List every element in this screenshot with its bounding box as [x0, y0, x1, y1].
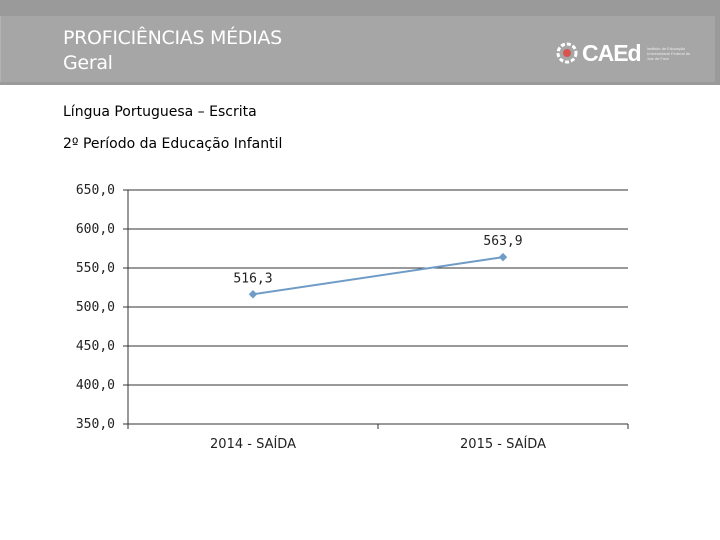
- period-label: 2º Período da Educação Infantil: [63, 136, 283, 152]
- header-bar: PROFICIÊNCIAS MÉDIAS Geral CAEd Institut…: [0, 0, 720, 85]
- logo-text: CAEd: [582, 39, 642, 66]
- y-tick-label-350: 350,0: [76, 417, 115, 432]
- y-tick-label-450: 450,0: [76, 339, 115, 354]
- series-line-0: [252, 256, 504, 296]
- y-tick-label-550: 550,0: [76, 261, 115, 276]
- data-label-1: 563,9: [483, 234, 522, 249]
- data-point-1: [498, 252, 508, 262]
- subject-label: Língua Portuguesa – Escrita: [63, 104, 257, 120]
- logo-institution: Instituto de Educação Universidade Feder…: [646, 45, 691, 61]
- header-panel: [0, 16, 715, 82]
- title-line-2: Geral: [63, 52, 113, 74]
- page-title: PROFICIÊNCIAS MÉDIAS Geral: [63, 26, 282, 76]
- caed-logo-icon: [556, 42, 578, 64]
- y-tick-label-650: 650,0: [76, 183, 115, 198]
- x-category-label-1: 2015 - SAÍDA: [460, 436, 546, 452]
- x-category-label-0: 2014 - SAÍDA: [210, 436, 296, 452]
- y-tick-label-400: 400,0: [76, 378, 115, 393]
- data-label-0: 516,3: [233, 271, 272, 286]
- title-line-1: PROFICIÊNCIAS MÉDIAS: [63, 27, 282, 49]
- data-point-0: [248, 290, 258, 299]
- caed-logo: CAEd Instituto de Educação Universidade …: [556, 38, 695, 68]
- y-tick-label-600: 600,0: [76, 222, 115, 237]
- y-tick-label-500: 500,0: [76, 300, 115, 315]
